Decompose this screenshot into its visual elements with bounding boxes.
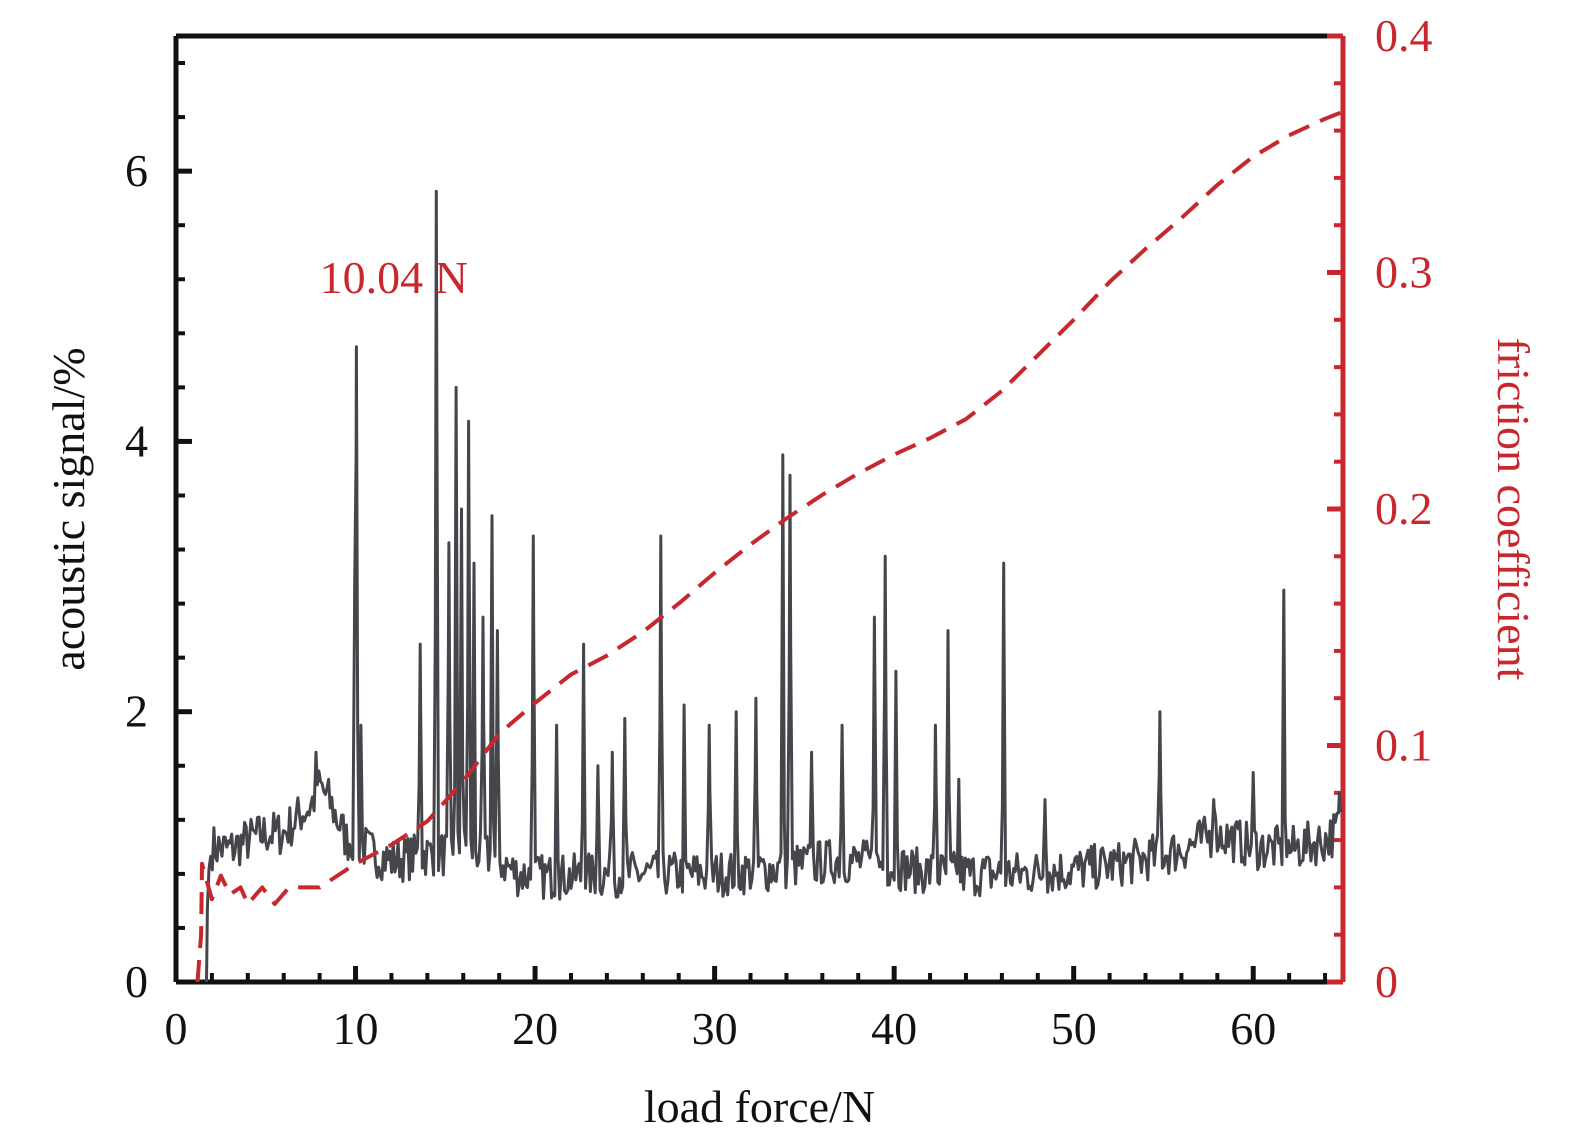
x-tick-label: 30 xyxy=(692,1003,738,1054)
y-right-tick-label: 0.2 xyxy=(1375,483,1433,534)
y-left-tick-label: 2 xyxy=(125,686,148,737)
x-tick-label: 60 xyxy=(1230,1003,1276,1054)
x-axis-title: load force/N xyxy=(644,1081,875,1132)
y-left-tick-label: 4 xyxy=(125,415,148,466)
axes-layer xyxy=(173,33,1346,985)
y-left-tick-label: 6 xyxy=(125,145,148,196)
friction-coefficient-line xyxy=(195,109,1344,983)
x-tick-label: 40 xyxy=(871,1003,917,1054)
y-right-tick-label: 0.4 xyxy=(1375,10,1433,61)
series-layer xyxy=(195,109,1344,983)
y-right-tick-label: 0 xyxy=(1375,956,1398,1007)
y-right-tick-label: 0.3 xyxy=(1375,247,1433,298)
annotation-label: 10.04 N xyxy=(320,252,468,303)
y-left-tick-label: 0 xyxy=(125,956,148,1007)
x-tick-label: 0 xyxy=(165,1003,188,1054)
y-right-tick-label: 0.1 xyxy=(1375,720,1433,771)
x-tick-label: 10 xyxy=(333,1003,379,1054)
y-right-axis-title: friction coefficient xyxy=(1488,338,1539,681)
x-tick-label: 50 xyxy=(1051,1003,1097,1054)
x-tick-label: 20 xyxy=(512,1003,558,1054)
y-left-axis-title: acoustic signal/% xyxy=(43,347,94,670)
acoustic-signal-line xyxy=(205,189,1344,983)
